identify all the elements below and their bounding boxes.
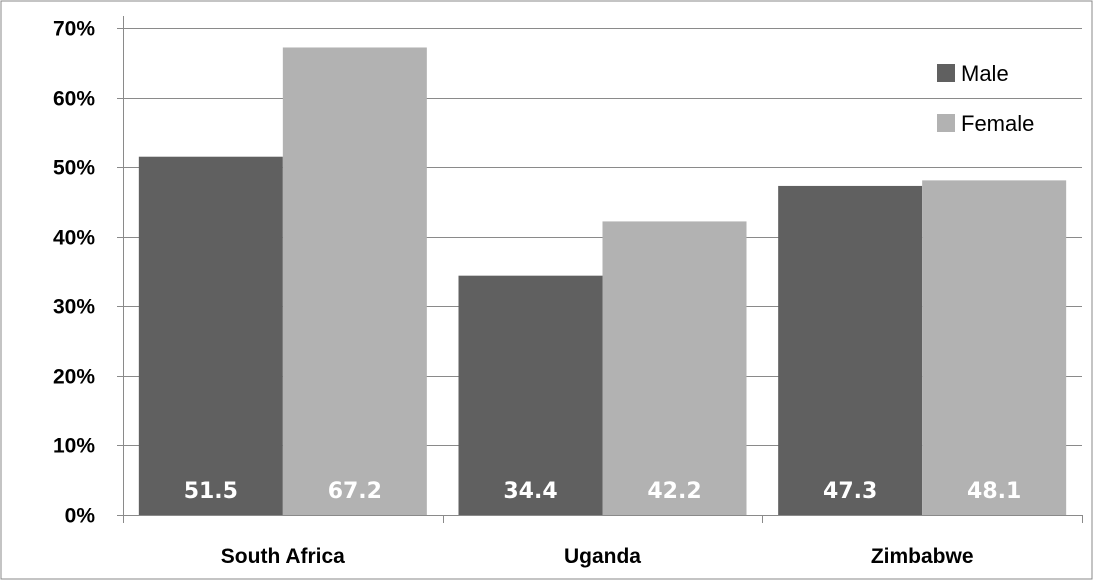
x-tick-label: Uganda: [564, 545, 641, 568]
legend-label-male: Male: [961, 61, 1009, 86]
bar-male-uganda: [458, 275, 603, 515]
bar-female-zimbabwe: [922, 180, 1067, 515]
y-tick-label: 20%: [53, 366, 95, 389]
bar-female-south-africa: [282, 47, 427, 515]
y-tick-label: 60%: [53, 88, 95, 111]
y-tick-label: 10%: [53, 435, 95, 458]
data-label: 51.5: [184, 479, 238, 504]
x-tick-label: South Africa: [221, 545, 345, 568]
legend-swatch-male: [937, 64, 955, 82]
legend-swatch-female: [937, 114, 955, 132]
y-tick-label: 0%: [65, 505, 96, 528]
x-tick-label: Zimbabwe: [871, 545, 974, 568]
y-tick-label: 70%: [53, 18, 95, 41]
data-label: 48.1: [967, 479, 1021, 504]
data-label: 34.4: [503, 479, 557, 504]
bar-male-zimbabwe: [778, 185, 923, 516]
data-label: 42.2: [647, 479, 701, 504]
y-tick-label: 40%: [53, 227, 95, 250]
bar-female-uganda: [602, 221, 747, 515]
y-tick-label: 30%: [53, 296, 95, 319]
y-tick-label: 50%: [53, 157, 95, 180]
bars: [138, 47, 1067, 516]
data-label: 47.3: [823, 479, 877, 504]
legend: Male Female: [937, 61, 1034, 136]
bar-male-south-africa: [138, 156, 283, 515]
legend-label-female: Female: [961, 111, 1034, 136]
data-label: 67.2: [328, 479, 382, 504]
labels: 0% 10% 20% 30% 40% 50% 60% 70% 51.5 67.2 South Afr…: [53, 18, 1021, 569]
axes: [117, 16, 1083, 523]
